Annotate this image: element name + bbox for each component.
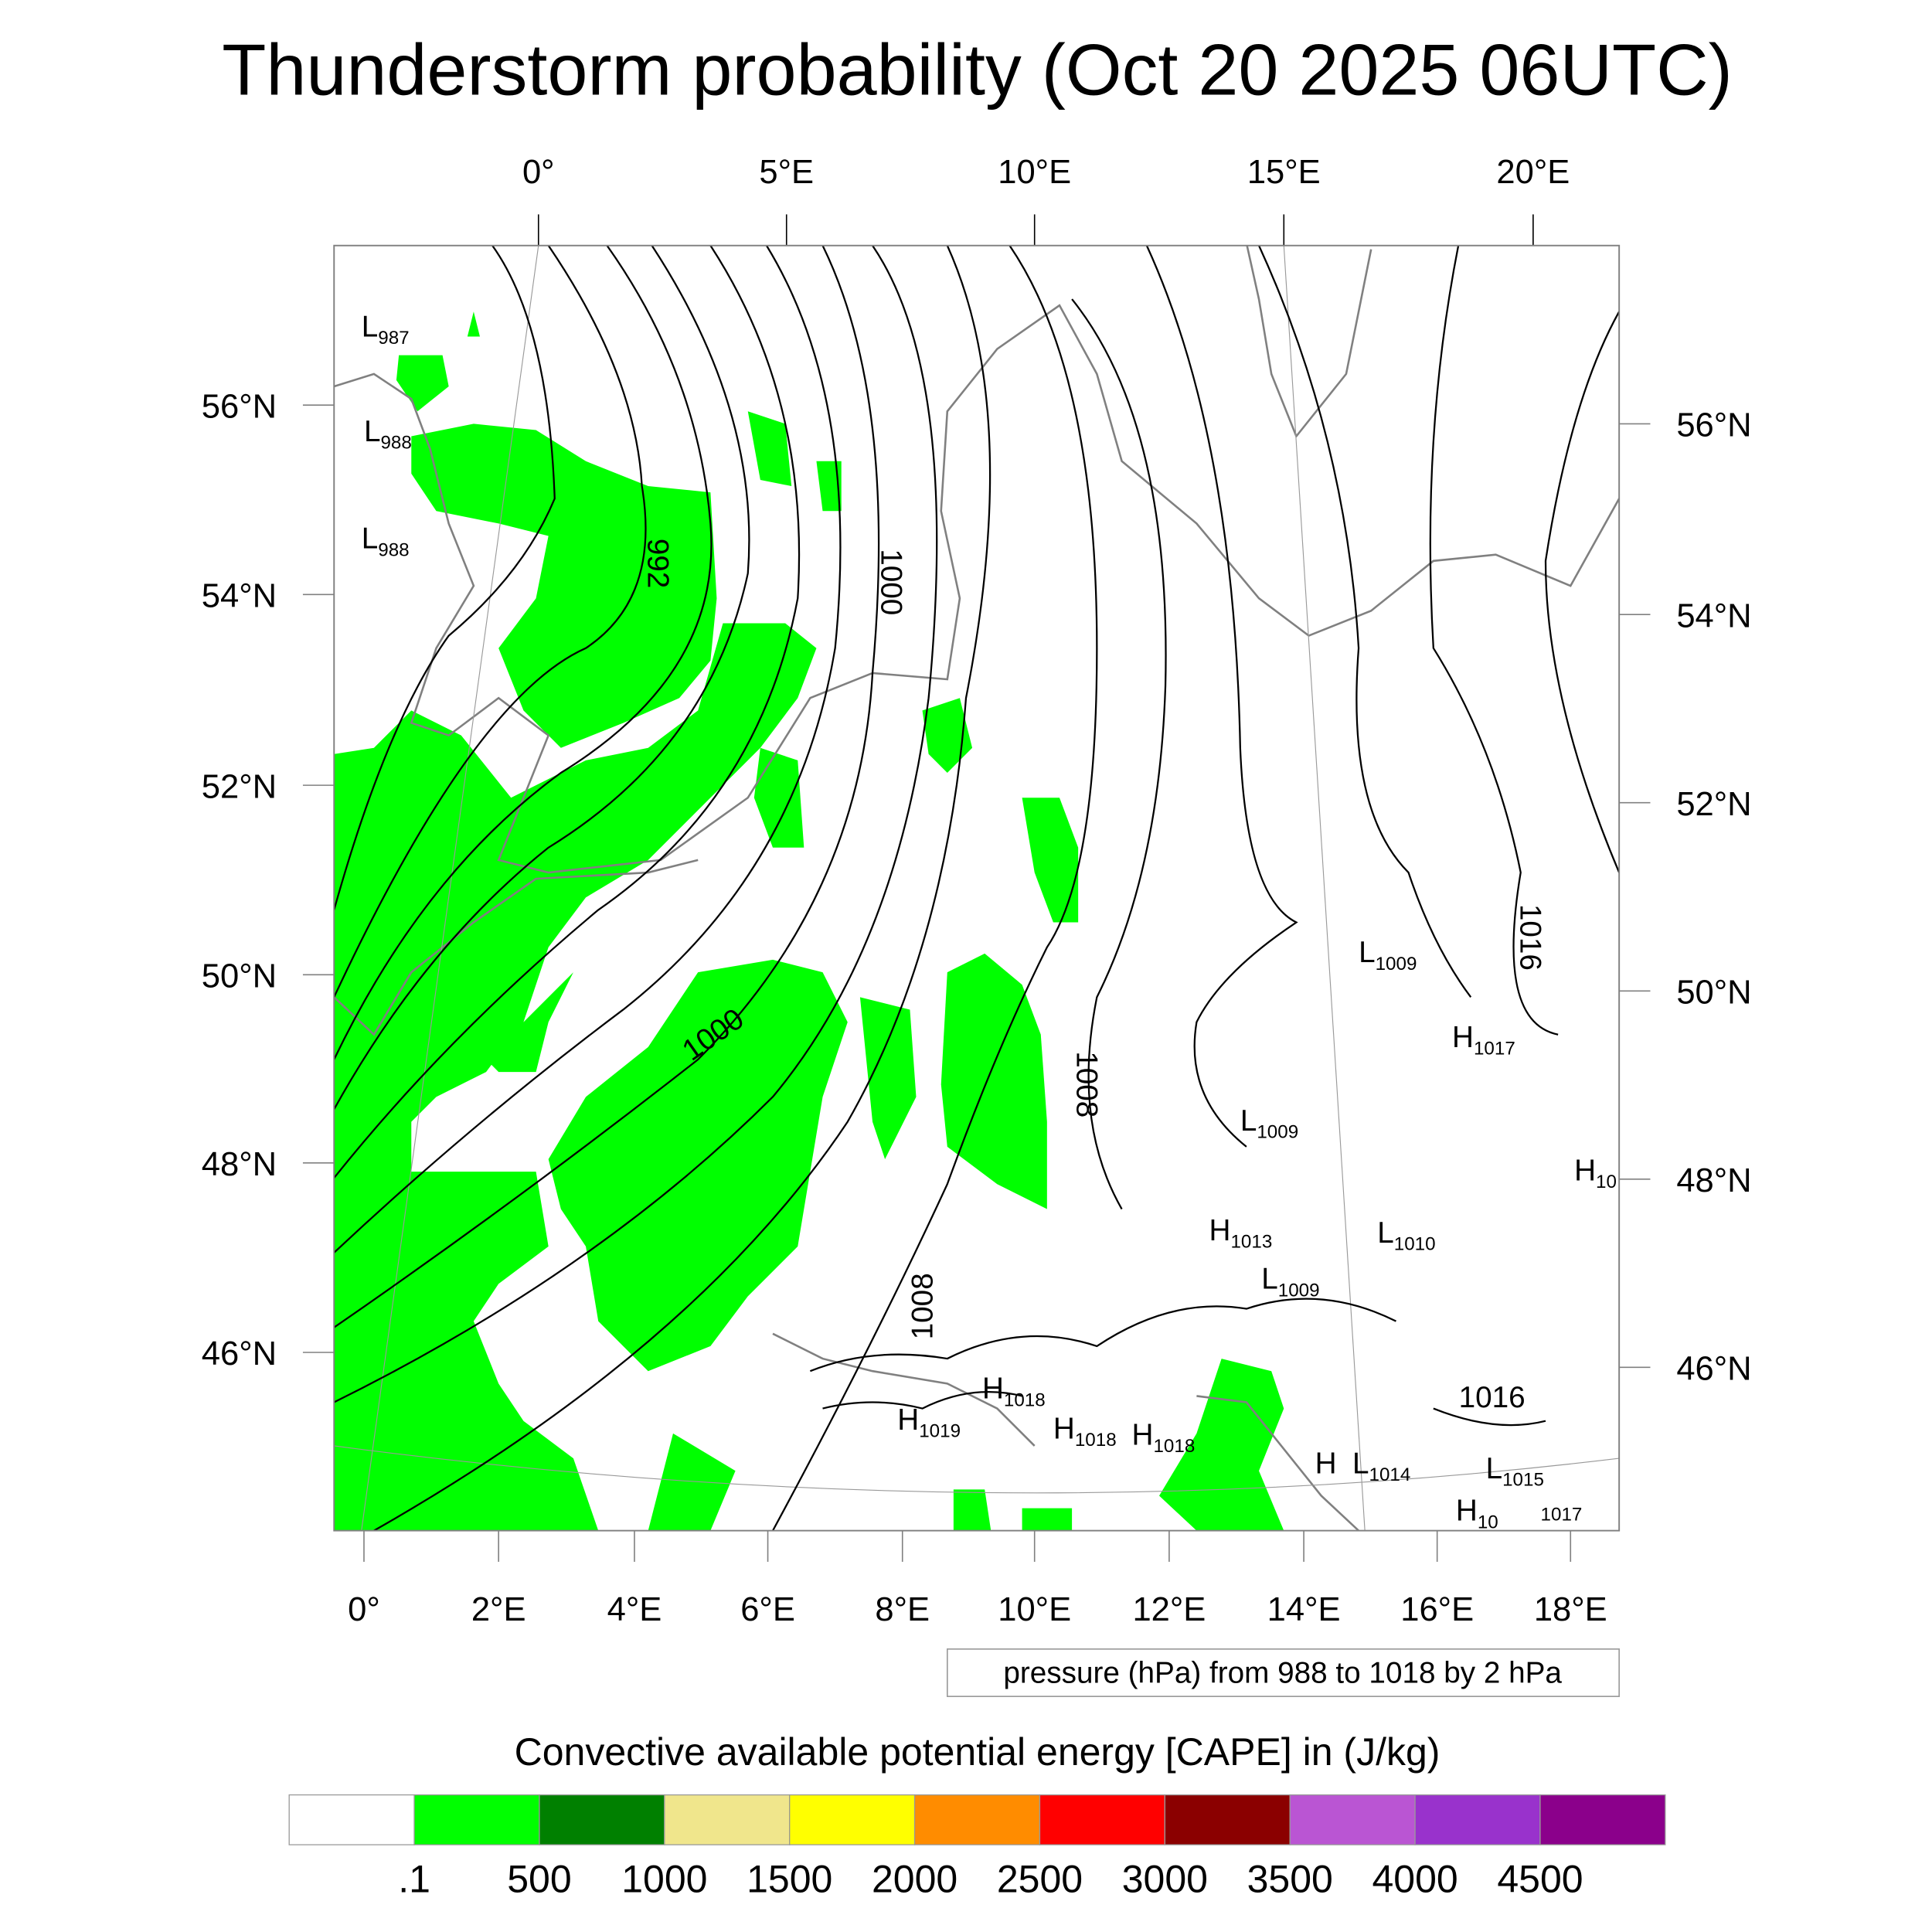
contour-label: 992 — [641, 539, 675, 589]
pressure-center-label: 1017 — [1541, 1505, 1583, 1526]
pressure-center-label: L1010 — [1377, 1216, 1435, 1255]
contour-label: 1000 — [874, 549, 907, 615]
colorbar-label: 4000 — [1372, 1857, 1458, 1900]
pressure-center-label: H1018 — [982, 1372, 1046, 1411]
pressure-center-label: L1014 — [1352, 1447, 1410, 1485]
colorbar-label: 1500 — [747, 1857, 832, 1900]
tick-label: 46°N — [1676, 1350, 1751, 1387]
contour-label: 1016 — [1459, 1381, 1526, 1414]
tick-label: 48°N — [202, 1146, 277, 1183]
colorbar-swatch — [1414, 1794, 1541, 1845]
tick-label: 18°E — [1534, 1591, 1607, 1628]
pressure-center-label: L988 — [362, 522, 410, 561]
pressure-center-label: L987 — [362, 310, 410, 349]
tick-label: 50°N — [1676, 974, 1751, 1011]
colorbar-label: .1 — [398, 1857, 430, 1900]
contour-info-box: pressure (hPa) from 988 to 1018 by 2 hPa — [946, 1648, 1620, 1697]
colorbar-swatch — [413, 1794, 540, 1845]
tick-label: 52°N — [202, 768, 277, 805]
tick-label: 0° — [522, 154, 555, 191]
pressure-contours — [334, 245, 1620, 1531]
colorbar-label: 1000 — [621, 1857, 707, 1900]
tick-label: 0° — [348, 1591, 380, 1628]
pressure-center-label: L1015 — [1486, 1452, 1544, 1491]
colorbar-swatch — [789, 1794, 916, 1845]
tick-label: 46°N — [202, 1335, 277, 1372]
bottom-longitude-axis: 0° 2°E 4°E 6°E 8°E 10°E 12°E 14°E 16°E 1… — [348, 1530, 1607, 1628]
tick-label: 15°E — [1247, 154, 1321, 191]
cape-fill-areas — [334, 311, 1284, 1531]
colorbar-swatch — [1289, 1794, 1416, 1845]
pressure-center-label: H1018 — [1053, 1412, 1117, 1451]
map-plot-area: 992 1000 1000 1008 1008 1016 1016 L987 L… — [333, 244, 1621, 1533]
colorbar-label: 3500 — [1247, 1857, 1333, 1900]
colorbar-label: 2000 — [872, 1857, 957, 1900]
colorbar-swatch — [1164, 1794, 1291, 1845]
right-latitude-axis: 56°N 54°N 52°N 50°N 48°N 46°N — [1619, 407, 1752, 1387]
colorbar-label: 2500 — [997, 1857, 1083, 1900]
tick-label: 10°E — [998, 154, 1071, 191]
contour-info-text: pressure (hPa) from 988 to 1018 by 2 hPa — [1003, 1656, 1562, 1689]
contour-label: 1008 — [906, 1273, 939, 1339]
pressure-center-label: L1009 — [1240, 1104, 1298, 1143]
pressure-center-label: H1017 — [1452, 1021, 1515, 1060]
contour-label: 1008 — [1070, 1051, 1104, 1117]
colorbar: Convective available potential energy [C… — [288, 1730, 1666, 1900]
pressure-center-label: L1009 — [1261, 1263, 1319, 1301]
colorbar-label: 500 — [507, 1857, 571, 1900]
tick-label: 52°N — [1676, 786, 1751, 823]
graticule — [334, 245, 1620, 1531]
colorbar-swatch — [913, 1794, 1041, 1845]
tick-label: 12°E — [1132, 1591, 1206, 1628]
colorbar-swatch — [539, 1794, 665, 1845]
pressure-center-label: H10 — [1574, 1154, 1617, 1192]
left-latitude-axis: 56°N 54°N 52°N 50°N 48°N 46°N — [202, 388, 335, 1372]
coastlines — [334, 245, 1620, 1531]
pressure-center-label: H10 — [1456, 1495, 1498, 1533]
tick-label: 56°N — [1676, 407, 1751, 444]
pressure-center-label: L1009 — [1359, 936, 1417, 975]
contour-label: 1016 — [1514, 904, 1547, 971]
pressure-center-label: L988 — [364, 415, 412, 454]
tick-label: 16°E — [1400, 1591, 1474, 1628]
pressure-centers: L987 L988 L988 L1009 H1017 L1009 H10 H10… — [362, 310, 1617, 1533]
top-longitude-axis: 0° 5°E 10°E 15°E 20°E — [522, 154, 1570, 246]
tick-label: 2°E — [471, 1591, 526, 1628]
colorbar-swatch — [1039, 1794, 1165, 1845]
map-frame — [333, 244, 1621, 1532]
tick-label: 48°N — [1676, 1162, 1751, 1199]
tick-label: 10°E — [998, 1591, 1071, 1628]
tick-label: 8°E — [875, 1591, 930, 1628]
colorbar-label: 4500 — [1497, 1857, 1583, 1900]
colorbar-swatch — [664, 1794, 791, 1845]
tick-label: 4°E — [607, 1591, 662, 1628]
tick-label: 56°N — [202, 388, 277, 425]
pressure-center-label: H1013 — [1209, 1214, 1273, 1253]
tick-label: 6°E — [740, 1591, 795, 1628]
figure-title: Thunderstorm probability (Oct 20 2025 06… — [222, 29, 1733, 111]
colorbar-label: 3000 — [1122, 1857, 1208, 1900]
pressure-center-label: H1018 — [1132, 1418, 1196, 1457]
tick-label: 5°E — [759, 154, 814, 191]
pressure-center-label: H — [1315, 1447, 1337, 1480]
colorbar-title: Convective available potential energy [C… — [515, 1730, 1440, 1774]
tick-label: 14°E — [1267, 1591, 1341, 1628]
tick-label: 50°N — [202, 957, 277, 995]
colorbar-swatch — [1539, 1794, 1666, 1845]
tick-label: 54°N — [202, 577, 277, 614]
colorbar-swatch — [288, 1794, 415, 1845]
tick-label: 54°N — [1676, 597, 1751, 634]
pressure-center-label: H1019 — [897, 1403, 961, 1442]
tick-label: 20°E — [1496, 154, 1570, 191]
